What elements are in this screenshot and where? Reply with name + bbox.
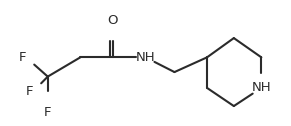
Text: F: F: [44, 106, 52, 119]
Text: O: O: [108, 14, 118, 27]
Text: F: F: [19, 51, 26, 64]
Text: NH: NH: [136, 51, 155, 64]
Text: F: F: [26, 85, 33, 98]
Text: NH: NH: [251, 81, 271, 94]
